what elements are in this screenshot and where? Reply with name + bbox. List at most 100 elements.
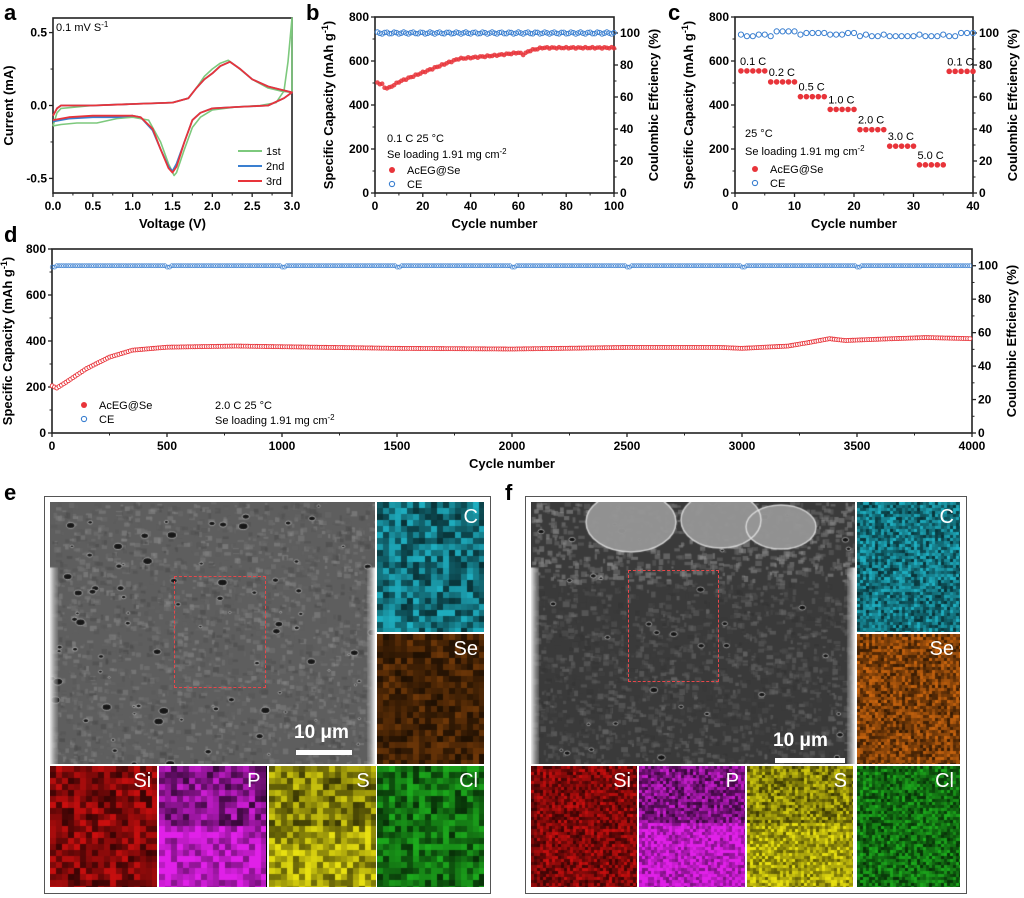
ce-point bbox=[470, 29, 476, 36]
ce-point bbox=[270, 263, 276, 269]
ce-point bbox=[753, 263, 759, 269]
capacity-point bbox=[922, 162, 929, 168]
ce-point bbox=[620, 263, 625, 269]
eds-map-texture bbox=[377, 502, 484, 632]
ce-point bbox=[942, 263, 947, 269]
ce-point bbox=[346, 263, 352, 269]
ce-point bbox=[684, 263, 690, 269]
y-tick-label: 800 bbox=[709, 10, 729, 24]
ce-point bbox=[224, 263, 230, 269]
ce-point bbox=[785, 28, 792, 35]
ce-point bbox=[93, 263, 99, 269]
ce-point bbox=[355, 263, 361, 269]
ce-point bbox=[268, 263, 274, 269]
ce-point bbox=[431, 263, 437, 269]
ce-point bbox=[767, 33, 774, 40]
y-tick-label: 800 bbox=[349, 10, 369, 24]
ce-point bbox=[291, 263, 297, 269]
ce-point bbox=[773, 28, 780, 35]
ce-point bbox=[749, 33, 756, 40]
ce-point bbox=[821, 29, 828, 37]
y-tick-label: 400 bbox=[709, 98, 729, 112]
ce-point bbox=[928, 263, 934, 269]
ce-point bbox=[797, 263, 803, 269]
x-tick-label: 3500 bbox=[844, 439, 871, 453]
ce-point bbox=[433, 263, 439, 269]
ce-point bbox=[590, 263, 596, 269]
legend-label-ce: CE bbox=[770, 178, 785, 190]
ce-point bbox=[864, 263, 869, 269]
panel-letter-c: c bbox=[668, 0, 681, 25]
ce-point bbox=[880, 263, 885, 269]
ce-point bbox=[77, 263, 83, 269]
ce-point bbox=[247, 263, 253, 269]
ce-point bbox=[263, 263, 269, 269]
ce-point bbox=[960, 263, 966, 269]
ce-point bbox=[436, 263, 441, 269]
rate-label: 0.2 C bbox=[769, 67, 795, 79]
ce-point bbox=[650, 263, 655, 269]
ce-point bbox=[61, 263, 67, 269]
ce-point bbox=[440, 263, 446, 269]
ce-point bbox=[459, 263, 464, 269]
condition-annotation: 0.1 C 25 °C bbox=[387, 133, 444, 145]
ce-point bbox=[484, 263, 490, 269]
ce-point bbox=[160, 263, 165, 269]
ce-point bbox=[475, 30, 481, 37]
ce-point bbox=[367, 263, 372, 269]
ce-point bbox=[206, 263, 211, 269]
eds-map-C: C bbox=[857, 502, 960, 632]
ce-point bbox=[776, 263, 782, 269]
ce-point bbox=[323, 263, 329, 269]
ce-point bbox=[693, 263, 699, 269]
ce-point bbox=[636, 263, 642, 269]
eds-map-Se: Se bbox=[857, 634, 960, 764]
ce-point bbox=[682, 263, 688, 269]
ce-point bbox=[937, 263, 943, 269]
y-axis-label: Specific Capacity (mAh g-1) bbox=[320, 21, 336, 189]
ce-point bbox=[68, 263, 73, 269]
ce-point bbox=[666, 263, 671, 269]
ce-point bbox=[914, 263, 920, 269]
ce-point bbox=[657, 263, 662, 269]
x-tick-label: 3.0 bbox=[284, 199, 301, 213]
ce-point bbox=[898, 33, 905, 40]
ce-point bbox=[381, 263, 386, 269]
ce-point bbox=[307, 263, 313, 269]
ce-point bbox=[781, 263, 786, 269]
x-tick-label: 1.5 bbox=[164, 199, 181, 213]
ce-point bbox=[928, 33, 935, 40]
ce-point bbox=[709, 263, 715, 269]
ce-point bbox=[859, 263, 865, 269]
ce-point bbox=[560, 263, 566, 269]
ce-point bbox=[208, 263, 214, 269]
ce-point bbox=[820, 263, 826, 269]
ce-point bbox=[362, 263, 368, 269]
ce-point bbox=[259, 263, 264, 269]
x-axis-label: Cycle number bbox=[452, 216, 538, 231]
ce-point bbox=[797, 31, 804, 38]
ce-point bbox=[537, 263, 543, 269]
legend-marker-ce bbox=[751, 179, 759, 187]
ce-point bbox=[555, 263, 561, 269]
ce-point bbox=[236, 263, 241, 269]
ce-point bbox=[415, 263, 421, 269]
loading-annotation: Se loading 1.91 mg cm-2 bbox=[745, 144, 865, 158]
eds-map-label: Si bbox=[133, 770, 152, 792]
ce-point bbox=[792, 263, 798, 269]
ce-point bbox=[553, 263, 559, 269]
eds-map-label: Si bbox=[613, 770, 631, 792]
ce-point bbox=[341, 263, 347, 269]
ce-point bbox=[397, 264, 402, 270]
ce-point bbox=[496, 263, 501, 269]
ce-point bbox=[203, 263, 209, 269]
ce-point bbox=[905, 263, 911, 269]
capacity-point bbox=[946, 68, 952, 75]
ce-point bbox=[887, 263, 892, 269]
y2-tick-label: 60 bbox=[979, 90, 993, 104]
ce-point bbox=[615, 263, 621, 269]
capacity-point bbox=[898, 143, 905, 149]
eds-map-S: S bbox=[268, 766, 376, 887]
ce-point bbox=[489, 263, 494, 269]
ce-point bbox=[240, 263, 246, 269]
